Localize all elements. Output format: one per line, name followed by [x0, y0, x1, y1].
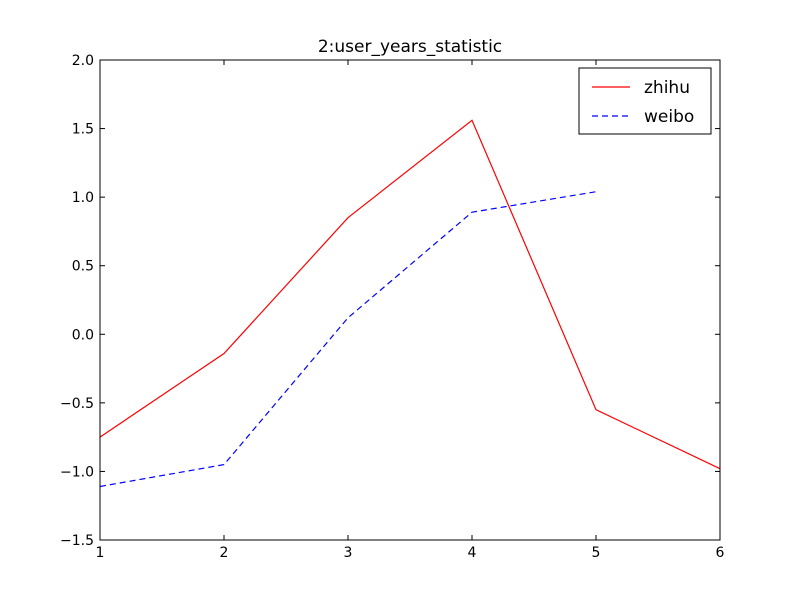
y-tick-label: 1.0 — [72, 190, 94, 206]
y-axis: −1.5 −1.0 −0.5 0.0 0.5 1.0 1.5 2.0 — [60, 53, 720, 549]
y-tick-label: −1.5 — [60, 533, 94, 549]
legend-label-weibo: weibo — [644, 107, 694, 127]
y-tick-label: −1.0 — [60, 464, 94, 480]
series-layer — [99, 119, 721, 488]
x-tick-label: 1 — [96, 545, 105, 561]
plot-frame — [99, 59, 721, 541]
y-tick-label: 0.0 — [72, 327, 94, 343]
series-line-weibo — [99, 191, 597, 488]
legend-box — [578, 67, 712, 135]
y-tick-label: 2.0 — [72, 53, 94, 69]
chart-title: 2:user_years_statistic — [318, 37, 502, 57]
y-tick-label: 0.5 — [72, 259, 94, 275]
legend: zhihu weibo — [578, 67, 712, 135]
x-tick-label: 3 — [344, 545, 353, 561]
x-tick-label: 2 — [220, 545, 229, 561]
y-tick-label: 1.5 — [72, 122, 94, 138]
series-line-zhihu — [99, 119, 721, 470]
x-tick-label: 6 — [716, 545, 725, 561]
x-tick-label: 4 — [468, 545, 477, 561]
x-tick-label: 5 — [592, 545, 601, 561]
y-tick-label: −0.5 — [60, 396, 94, 412]
legend-label-zhihu: zhihu — [644, 78, 690, 98]
x-axis: 1 2 3 4 5 6 — [96, 60, 725, 561]
